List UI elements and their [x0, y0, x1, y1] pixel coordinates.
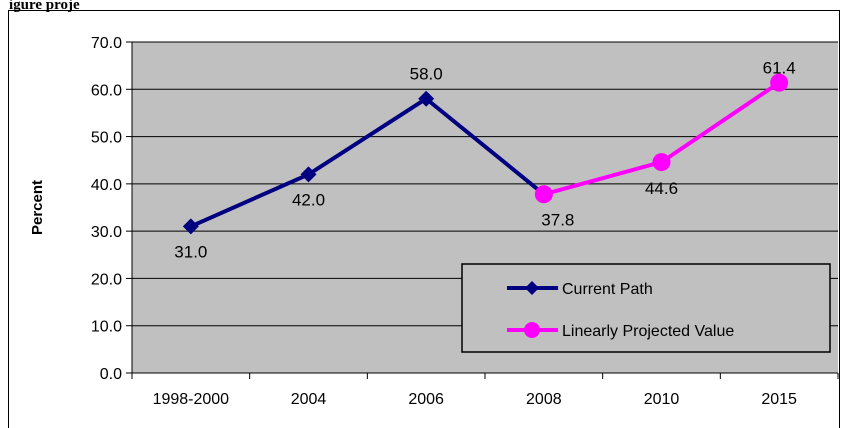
legend-box	[461, 263, 831, 353]
legend-label: Linearly Projected Value	[562, 323, 734, 340]
legend-marker-diamond	[525, 281, 539, 295]
data-label: 61.4	[763, 59, 796, 78]
figure-caption-fragment: igure proje	[9, 0, 80, 13]
legend-marker-circle	[524, 322, 540, 338]
series-layer	[182, 73, 789, 235]
data-point-diamond	[182, 218, 199, 235]
gridlines	[126, 41, 838, 374]
data-point-circle	[652, 153, 671, 172]
data-point-circle	[534, 185, 553, 204]
y-tick-label: 0.0	[100, 366, 122, 383]
x-tick-label: 2010	[644, 391, 680, 408]
data-label: 31.0	[174, 242, 207, 261]
y-tick-label: 60.0	[91, 82, 122, 99]
legend: Current Path Linearly Projected Value	[461, 263, 831, 353]
x-tick-label: 2008	[526, 391, 562, 408]
data-point-diamond	[418, 90, 435, 107]
data-label: 58.0	[410, 65, 443, 84]
legend-label: Current Path	[562, 281, 653, 298]
data-point-diamond	[300, 166, 317, 183]
data-label: 44.6	[645, 179, 678, 198]
x-tick-label: 1998-2000	[153, 391, 230, 408]
y-axis-label: Percent	[29, 180, 46, 235]
y-tick-labels: 0.0 10.0 20.0 30.0 40.0 50.0 60.0 70.0	[91, 35, 122, 383]
data-labels: 31.0 42.0 58.0 37.8 44.6 61.4	[174, 59, 795, 262]
data-point-circle	[770, 73, 789, 92]
x-tick-label: 2004	[291, 391, 327, 408]
y-tick-label: 20.0	[91, 271, 122, 288]
axes	[131, 42, 839, 379]
x-tick-labels: 1998-2000 2004 2006 2008 2010 2015	[153, 391, 797, 408]
y-tick-label: 10.0	[91, 319, 122, 336]
y-tick-label: 70.0	[91, 35, 122, 52]
chart-frame: igure proje	[8, 0, 840, 428]
y-tick-label: 40.0	[91, 177, 122, 194]
x-tick-label: 2015	[761, 391, 797, 408]
y-tick-label: 50.0	[91, 130, 122, 147]
y-tick-label: 30.0	[91, 224, 122, 241]
series-line	[190, 96, 546, 229]
x-tick-label: 2006	[408, 391, 444, 408]
data-label: 42.0	[292, 190, 325, 209]
data-label: 37.8	[541, 210, 574, 229]
